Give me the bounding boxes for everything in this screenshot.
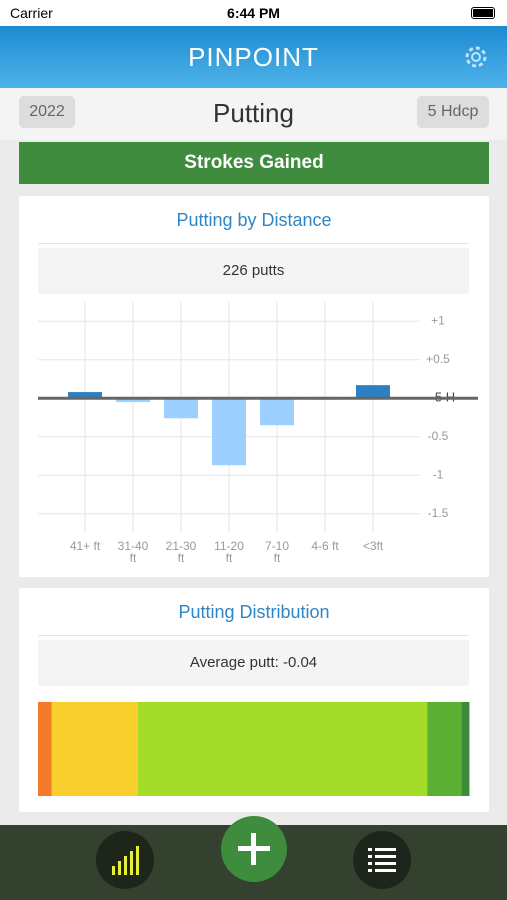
chart-title: Putting Distribution: [178, 602, 330, 622]
page-title: Putting: [213, 98, 294, 128]
app-header: PINPOINT: [0, 26, 507, 88]
segment: [461, 702, 470, 796]
handicap-button[interactable]: 5 Hdcp: [417, 96, 489, 128]
banner[interactable]: Strokes Gained: [19, 142, 489, 184]
segment: [51, 702, 138, 796]
x-tick-label: 11-20 ft: [214, 539, 244, 565]
status-bar: Carrier 6:44 PM: [0, 0, 507, 26]
stats-tab[interactable]: [95, 830, 155, 890]
bar: [260, 398, 294, 426]
chart-subtitle: Average putt: -0.04: [38, 640, 469, 686]
y-tick-label: -1.5: [428, 506, 449, 520]
x-tick-label: 41+ ft: [69, 539, 101, 553]
bar: [164, 398, 198, 419]
segment: [38, 702, 52, 796]
y-tick-label: -0.5: [428, 429, 449, 443]
chart-subtitle: 226 putts: [38, 248, 469, 294]
time: 6:44 PM: [227, 5, 280, 21]
y-tick-label: -1: [433, 467, 444, 481]
chart-title: Putting by Distance: [176, 210, 332, 230]
distance-chart: +1+0.55 H-0.5-1-1.5: [38, 302, 478, 533]
app-name: PINPOINT: [188, 42, 319, 72]
carrier: Carrier: [10, 5, 53, 21]
battery: [471, 7, 495, 19]
bar: [356, 385, 390, 399]
divider: [38, 243, 469, 244]
bar: [212, 398, 246, 466]
segment: [427, 702, 462, 796]
bar: [116, 398, 150, 403]
list-tab[interactable]: [352, 830, 412, 890]
distribution-chart: [38, 702, 470, 796]
x-tick-label: 4-6 ft: [311, 539, 339, 553]
divider: [38, 635, 469, 636]
settings-icon[interactable]: [462, 43, 490, 71]
x-tick-label: <3ft: [362, 539, 384, 553]
segment: [137, 702, 428, 796]
bar: [68, 392, 102, 399]
x-tick-label: 21-30 ft: [165, 539, 197, 565]
x-tick-label: 7-10 ft: [264, 539, 290, 565]
add-button[interactable]: [220, 815, 288, 883]
y-tick-label: +1: [431, 313, 445, 327]
x-tick-label: 31-40 ft: [117, 539, 149, 565]
year-button[interactable]: 2022: [19, 96, 75, 128]
y-tick-label: +0.5: [426, 352, 450, 366]
